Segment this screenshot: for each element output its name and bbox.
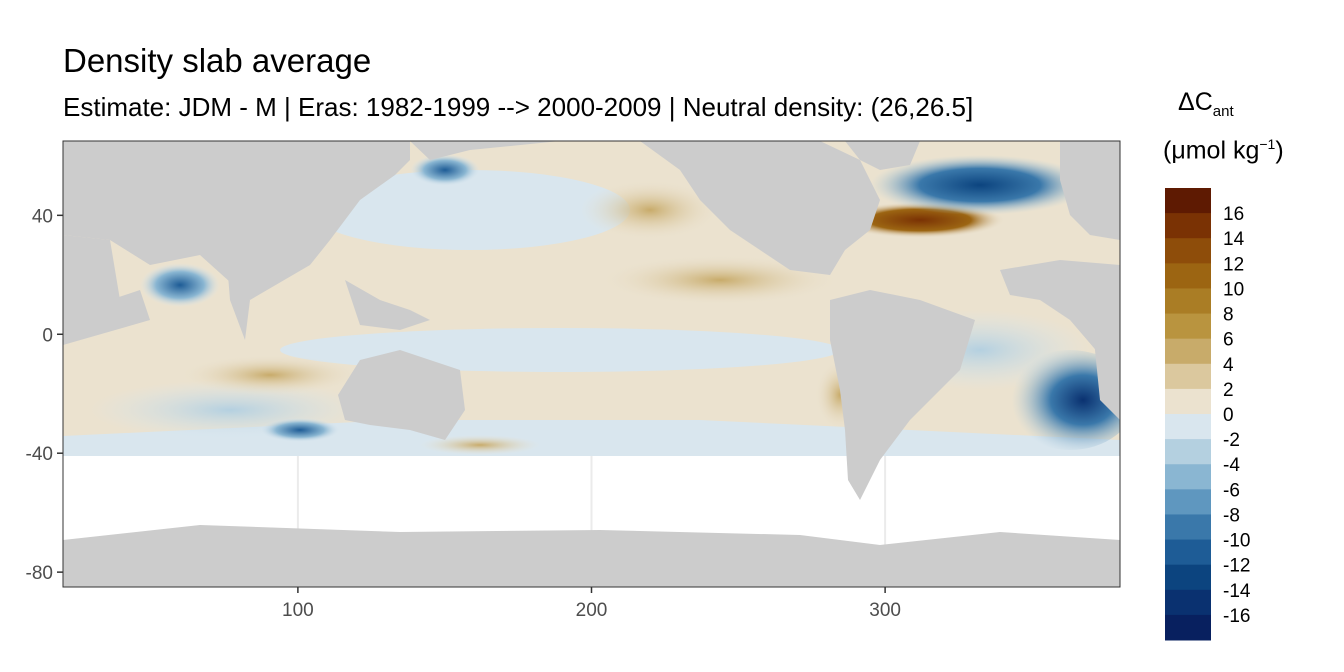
south-indian-negative [260, 418, 340, 442]
legend-swatch [1165, 313, 1211, 340]
y-tick-label: -40 [26, 444, 53, 465]
legend-swatch [1165, 489, 1211, 515]
legend-label: -16 [1223, 606, 1250, 627]
tasman-tan [420, 435, 540, 455]
y-tick-label: -80 [26, 563, 53, 584]
land-africa-horn [63, 290, 150, 345]
legend-swatch [1165, 338, 1211, 365]
legend-swatch [1165, 564, 1211, 591]
legend-label: -4 [1223, 455, 1240, 476]
land-australia [338, 350, 465, 440]
chart-subtitle: Estimate: JDM - M | Eras: 1982-1999 --> … [63, 92, 974, 122]
legend-label: -6 [1223, 480, 1240, 501]
indian-tan [180, 355, 360, 395]
legend-label: -10 [1223, 531, 1250, 552]
land-south-america [830, 290, 975, 500]
arabian-sea-negative [140, 263, 220, 307]
legend-label: -8 [1223, 505, 1240, 526]
legend-label: 8 [1223, 305, 1234, 326]
y-axis: 40 0 -40 -80 [26, 206, 63, 584]
legend-swatch [1165, 288, 1211, 315]
legend-label: 0 [1223, 405, 1234, 426]
legend-label: 12 [1223, 254, 1244, 275]
okhotsk-negative [410, 154, 480, 186]
legend-swatch [1165, 213, 1211, 239]
legend-unit: (μmol kg−1) [1163, 136, 1284, 165]
north-pacific-tan [600, 255, 840, 305]
legend-label: 2 [1223, 380, 1234, 401]
legend-swatch [1165, 439, 1211, 465]
legend-swatch [1165, 414, 1211, 440]
ocean-field [63, 141, 1120, 587]
x-axis: 100 200 300 [282, 587, 901, 621]
color-legend: 16 14 12 10 8 6 4 2 0 -2 -4 -6 -8 -10 -12 -14 -16 [1165, 188, 1251, 641]
np-tan-2 [580, 180, 720, 240]
legend-swatch [1165, 263, 1211, 289]
south-atlantic-negative [1005, 350, 1120, 450]
legend-title: ΔCant [1178, 88, 1234, 120]
land-antarctica [63, 525, 1120, 587]
legend-label: 16 [1223, 204, 1244, 225]
x-tick-label: 100 [282, 600, 314, 621]
land-africa-south [1090, 300, 1120, 420]
land-europe [1060, 141, 1120, 240]
land-maritime-continent [345, 280, 430, 330]
x-tick-label: 200 [576, 600, 608, 621]
legend-swatch [1165, 614, 1211, 641]
legend-swatch [1165, 514, 1211, 541]
north-pacific-blue [310, 170, 630, 250]
chart-title: Density slab average [63, 42, 372, 79]
legend-label: -14 [1223, 581, 1251, 602]
y-tick-label: 40 [32, 206, 53, 227]
legend-label: -12 [1223, 556, 1250, 577]
legend-swatch [1165, 363, 1211, 390]
legend-label: 14 [1223, 229, 1245, 250]
legend-label: 10 [1223, 279, 1244, 300]
x-tick-label: 300 [869, 600, 901, 621]
land-north-america [640, 141, 880, 275]
legend-swatch [1165, 464, 1211, 490]
land-canada-east [845, 141, 920, 170]
legend-swatch [1165, 188, 1211, 214]
land-arabia [63, 235, 120, 320]
land-india [228, 275, 250, 340]
legend-swatch [1165, 539, 1211, 566]
legend-swatch [1165, 238, 1211, 264]
land-asia-north [63, 141, 560, 160]
legend-swatch [1165, 589, 1211, 616]
land-eurasia [63, 141, 410, 300]
legend-label: -2 [1223, 430, 1240, 451]
y-tick-label: 0 [42, 325, 53, 346]
subpolar-atlantic-negative [870, 155, 1090, 215]
legend-label: 4 [1223, 355, 1234, 376]
legend-label: 6 [1223, 330, 1234, 351]
land-masses [63, 141, 1120, 587]
legend-swatch [1165, 388, 1211, 415]
land-africa-west [1000, 260, 1120, 360]
